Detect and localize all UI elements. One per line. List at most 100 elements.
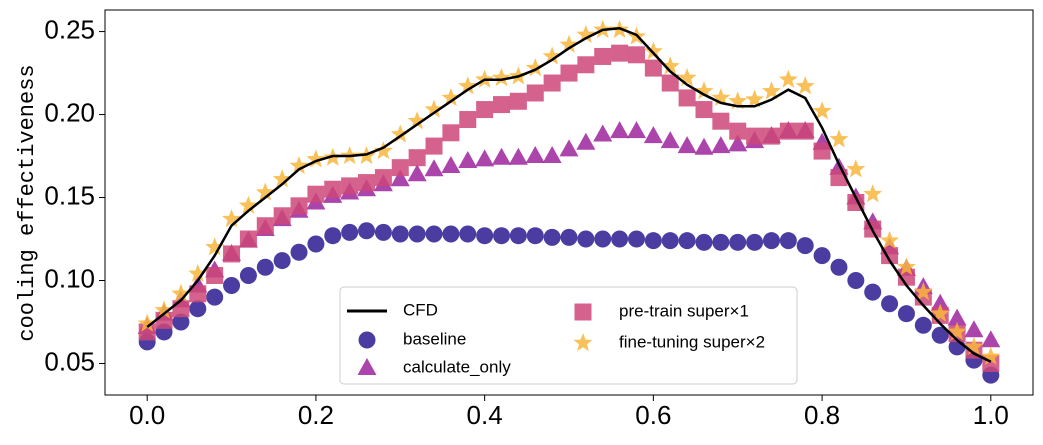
data-point — [711, 136, 731, 154]
data-point — [189, 300, 207, 318]
data-point — [694, 81, 714, 100]
data-point — [458, 76, 478, 95]
data-point — [358, 174, 376, 192]
data-point — [576, 132, 596, 150]
data-point — [678, 232, 696, 250]
data-point — [695, 101, 713, 119]
data-point — [290, 197, 308, 215]
data-point — [442, 124, 460, 142]
data-point — [475, 149, 495, 167]
x-tick-label: 1.0 — [973, 400, 1009, 430]
data-point — [897, 305, 915, 323]
data-point — [677, 136, 697, 154]
data-point — [694, 137, 714, 155]
data-point — [830, 258, 848, 276]
data-point — [307, 235, 325, 253]
data-point — [476, 227, 494, 245]
data-point — [728, 134, 748, 152]
data-point — [390, 169, 410, 187]
data-point — [442, 225, 460, 243]
data-point — [256, 258, 274, 276]
data-point — [795, 76, 815, 95]
data-point — [847, 271, 865, 289]
data-point — [239, 230, 257, 248]
data-point — [525, 58, 545, 77]
data-point — [390, 124, 410, 143]
data-point — [307, 185, 325, 203]
data-point — [593, 124, 613, 142]
data-point — [542, 146, 562, 164]
data-point — [560, 64, 578, 82]
data-point — [779, 122, 797, 140]
y-tick-label: 0.05 — [44, 346, 95, 376]
data-point — [813, 247, 831, 265]
data-point — [729, 233, 747, 251]
data-point — [492, 147, 512, 165]
data-point — [492, 68, 511, 87]
data-point — [373, 141, 393, 160]
y-tick-label: 0.15 — [44, 180, 95, 210]
data-point — [779, 232, 797, 250]
data-point — [543, 228, 561, 246]
data-point — [611, 44, 629, 62]
legend-box — [339, 286, 798, 385]
data-point — [255, 182, 275, 201]
data-point — [930, 303, 950, 322]
data-point — [543, 74, 561, 92]
data-point — [476, 101, 494, 119]
y-tick-label: 0.10 — [44, 263, 95, 293]
legend-label: pre-train super×1 — [619, 301, 749, 320]
data-point — [222, 209, 242, 228]
data-point — [374, 223, 392, 241]
data-point — [391, 225, 409, 243]
data-point — [712, 112, 730, 130]
data-point — [660, 131, 680, 149]
data-point — [594, 230, 612, 248]
data-point — [964, 320, 984, 338]
data-point — [594, 47, 612, 65]
data-point — [424, 99, 444, 118]
data-point — [881, 295, 899, 313]
legend-label: fine-tuning super×2 — [619, 332, 765, 351]
data-point — [576, 24, 596, 43]
data-point — [425, 137, 443, 155]
data-point — [542, 46, 562, 65]
data-point — [273, 252, 291, 270]
data-point — [424, 159, 444, 177]
data-point — [526, 84, 544, 102]
data-point — [711, 88, 731, 106]
data-point — [459, 225, 477, 243]
data-point — [610, 121, 630, 139]
data-point — [273, 207, 291, 225]
data-point — [678, 89, 696, 107]
plot-frame — [104, 9, 1034, 396]
data-point — [408, 225, 426, 243]
data-point — [931, 326, 949, 344]
x-tick-label: 0.2 — [298, 400, 334, 430]
data-point — [796, 237, 814, 255]
data-point — [644, 232, 662, 250]
data-point — [947, 308, 967, 326]
data-point — [812, 101, 832, 120]
data-point — [206, 288, 224, 306]
data-point — [172, 300, 190, 318]
data-point — [154, 300, 174, 319]
data-point — [729, 122, 747, 140]
data-point — [324, 227, 342, 245]
data-point — [778, 69, 798, 88]
legend-marker — [357, 358, 377, 375]
data-point — [626, 121, 646, 139]
data-point — [896, 257, 916, 276]
x-tick-label: 0.0 — [129, 400, 165, 430]
data-point — [559, 34, 579, 53]
data-point — [712, 233, 730, 251]
data-point — [391, 159, 409, 177]
data-point — [206, 267, 224, 285]
y-axis-label: cooling effectiveness — [15, 64, 40, 341]
data-point — [171, 283, 191, 302]
data-point — [341, 177, 359, 195]
data-point — [863, 184, 883, 203]
legend-label: calculate_only — [403, 357, 511, 376]
data-point — [458, 151, 478, 169]
